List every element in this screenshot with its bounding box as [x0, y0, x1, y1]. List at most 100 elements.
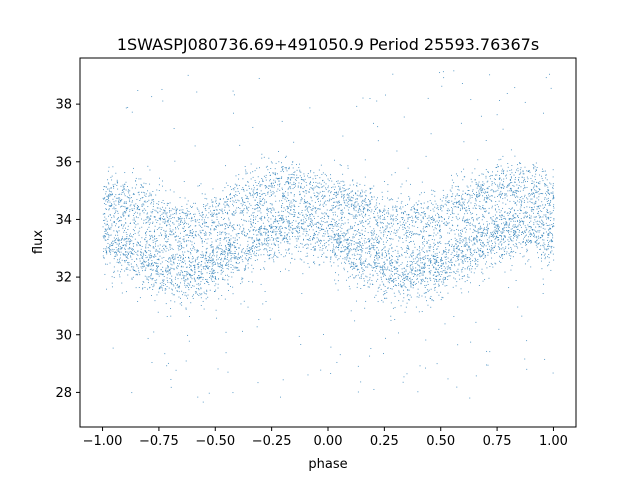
- data-point: [176, 283, 178, 285]
- data-point: [178, 240, 180, 242]
- data-point: [159, 226, 161, 228]
- data-point: [383, 265, 385, 267]
- data-point: [300, 200, 302, 202]
- data-point: [509, 222, 511, 224]
- data-point: [285, 216, 287, 218]
- data-point: [246, 207, 248, 209]
- data-point: [397, 276, 399, 278]
- data-point: [135, 211, 137, 213]
- data-point: [484, 192, 486, 194]
- data-point: [371, 209, 373, 211]
- data-point: [502, 173, 504, 175]
- data-point: [128, 199, 130, 201]
- data-point: [298, 222, 300, 224]
- data-point: [401, 253, 403, 255]
- data-point: [428, 246, 430, 248]
- data-point: [235, 252, 237, 254]
- data-point: [268, 243, 270, 245]
- data-point: [305, 182, 307, 183]
- data-point: [468, 237, 470, 239]
- data-point: [459, 238, 461, 239]
- data-point: [334, 255, 336, 257]
- data-point: [440, 275, 442, 277]
- data-point: [264, 268, 265, 270]
- data-point: [534, 241, 536, 243]
- data-point: [310, 218, 312, 219]
- data-point: [225, 212, 226, 213]
- data-point: [151, 201, 152, 203]
- data-point: [127, 253, 129, 255]
- data-point: [215, 225, 216, 227]
- data-point: [403, 274, 405, 276]
- data-point: [124, 261, 126, 263]
- data-point: [272, 207, 274, 209]
- data-point: [375, 209, 376, 211]
- data-point: [266, 238, 268, 240]
- data-point: [519, 230, 520, 232]
- data-point: [382, 270, 384, 272]
- data-point: [219, 239, 221, 241]
- data-point: [362, 248, 364, 249]
- data-point: [504, 240, 506, 242]
- data-point: [151, 295, 152, 296]
- data-point: [337, 202, 339, 204]
- data-point: [430, 262, 431, 264]
- data-point: [379, 256, 381, 258]
- data-point: [367, 238, 369, 240]
- data-point: [416, 269, 418, 271]
- data-point: [544, 358, 546, 360]
- data-point: [172, 289, 173, 291]
- data-point: [234, 187, 236, 189]
- data-point: [139, 214, 141, 216]
- data-point: [538, 242, 540, 244]
- data-point: [298, 167, 300, 169]
- data-point: [384, 231, 386, 233]
- data-point: [183, 258, 185, 260]
- data-point: [249, 193, 251, 195]
- data-point: [533, 232, 535, 234]
- data-point: [539, 210, 541, 212]
- data-point: [257, 210, 259, 212]
- data-point: [510, 228, 512, 230]
- data-point: [146, 264, 148, 266]
- data-point: [146, 278, 148, 280]
- data-point: [409, 271, 411, 273]
- data-point: [428, 289, 430, 291]
- data-point: [331, 218, 333, 220]
- data-point: [327, 185, 329, 187]
- data-point: [322, 235, 324, 237]
- data-point: [478, 195, 480, 197]
- data-point: [439, 229, 441, 231]
- data-point: [298, 213, 300, 214]
- data-point: [500, 234, 502, 236]
- data-point: [277, 256, 279, 258]
- data-point: [363, 261, 365, 263]
- data-point: [402, 300, 404, 302]
- data-point: [139, 260, 141, 262]
- data-point: [388, 248, 390, 250]
- data-point: [552, 186, 554, 188]
- data-point: [510, 176, 512, 178]
- data-point: [234, 241, 236, 243]
- data-point: [481, 173, 483, 175]
- data-point: [298, 212, 300, 214]
- data-point: [104, 197, 106, 199]
- data-point: [541, 171, 543, 172]
- data-point: [548, 232, 550, 234]
- data-point: [121, 223, 123, 225]
- data-point: [110, 250, 112, 252]
- data-point: [342, 185, 344, 186]
- data-point: [442, 263, 444, 265]
- data-point: [445, 259, 447, 260]
- data-point: [464, 257, 466, 259]
- data-point: [402, 381, 404, 383]
- data-point: [441, 274, 443, 275]
- data-point: [241, 249, 243, 251]
- data-point: [330, 373, 332, 374]
- data-point: [313, 261, 315, 263]
- data-point: [373, 261, 375, 263]
- data-point: [347, 205, 348, 207]
- data-point: [482, 205, 484, 207]
- data-point: [217, 247, 219, 249]
- data-point: [272, 193, 274, 195]
